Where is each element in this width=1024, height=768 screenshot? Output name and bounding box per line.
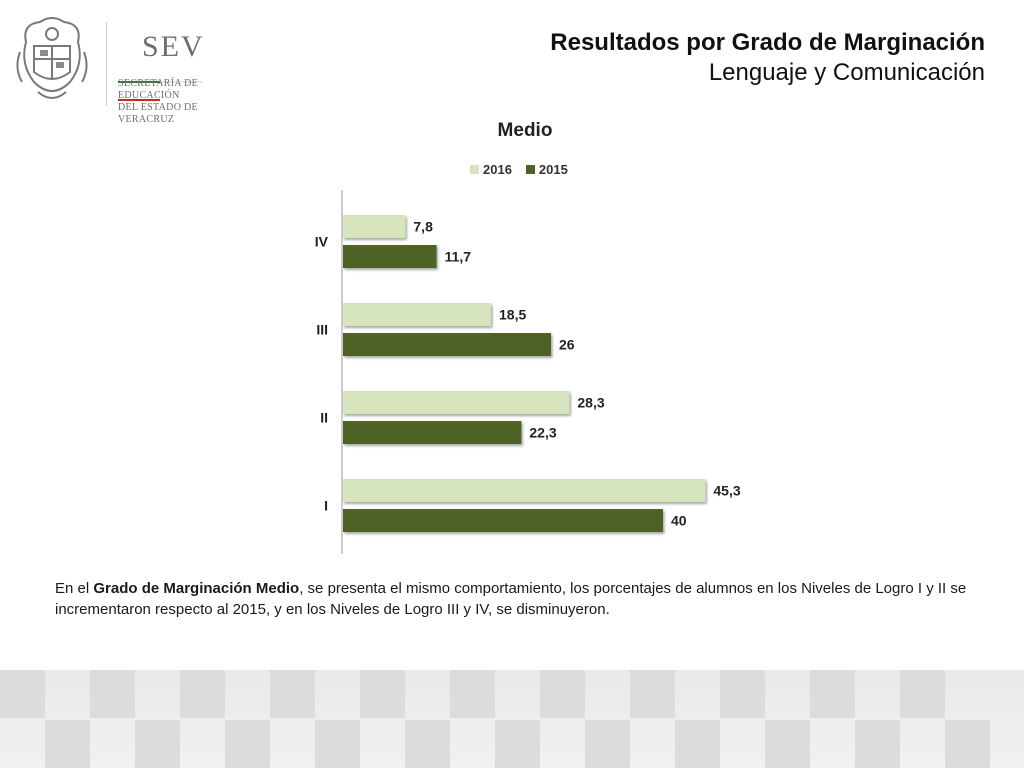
legend-swatch-2016 xyxy=(470,165,479,174)
footer-tile xyxy=(675,720,720,768)
caption-pre: En el xyxy=(55,580,94,597)
footer-tile xyxy=(405,720,450,768)
sev-line2: DEL ESTADO DE VERACRUZ xyxy=(118,102,198,125)
stripe-white xyxy=(161,81,203,83)
footer-tile xyxy=(270,670,315,718)
data-label-2015-III: 26 xyxy=(559,337,575,353)
footer-tile xyxy=(0,670,45,718)
footer-tile xyxy=(450,670,495,718)
footer-tile xyxy=(225,720,270,768)
caption-bold: Grado de Marginación Medio xyxy=(93,580,300,597)
flag-stripes xyxy=(118,70,246,101)
sev-logo: SEV SECRETARÍA DE EDUCACIÓN DEL ESTADO D… xyxy=(12,12,252,125)
sev-fullname: SECRETARÍA DE EDUCACIÓN DEL ESTADO DE VE… xyxy=(118,78,252,126)
footer-tile xyxy=(360,670,405,718)
data-label-2015-IV: 11,7 xyxy=(445,249,472,265)
bar-2016-III xyxy=(343,303,491,326)
legend-item-2015: 2015 xyxy=(525,162,568,177)
legend-item-2016: 2016 xyxy=(470,162,512,177)
footer-tile xyxy=(135,720,180,768)
legend-label-2015: 2015 xyxy=(538,162,568,177)
footer-band xyxy=(0,670,1024,768)
footer-tile xyxy=(90,670,135,718)
legend-swatch-2015 xyxy=(525,165,535,174)
page-subtitle: Lenguaje y Comunicación xyxy=(708,59,985,86)
data-label-2015-I: 40 xyxy=(671,513,687,529)
sev-acronym: SEV xyxy=(142,30,205,63)
category-label-I: I xyxy=(324,498,328,514)
footer-tile xyxy=(45,720,90,768)
footer-tile xyxy=(855,720,900,768)
footer-tile xyxy=(540,670,585,718)
description-text: En el Grado de Marginación Medio, se pre… xyxy=(55,578,975,620)
page-header: Resultados por Grado de Marginación Leng… xyxy=(550,28,985,88)
bar-2015-IV xyxy=(343,245,437,268)
bar-2016-I xyxy=(343,479,706,502)
bar-2015-III xyxy=(343,333,551,356)
sev-line1: SECRETARÍA DE EDUCACIÓN xyxy=(118,78,199,101)
data-label-2016-II: 28,3 xyxy=(577,395,604,411)
footer-tile xyxy=(810,670,855,718)
footer-tile xyxy=(765,720,810,768)
data-label-2016-I: 45,3 xyxy=(713,483,740,499)
footer-tile xyxy=(945,720,990,768)
chart-legend: 2016 2015 xyxy=(470,162,568,177)
bar-2016-II xyxy=(343,391,570,414)
logo-divider xyxy=(106,22,107,106)
data-label-2016-III: 18,5 xyxy=(499,307,526,323)
footer-tile xyxy=(900,670,945,718)
footer-tile xyxy=(585,720,630,768)
footer-tile xyxy=(315,720,360,768)
bar-2016-IV xyxy=(343,215,406,238)
legend-label-2016: 2016 xyxy=(483,162,512,177)
bar-2015-I xyxy=(343,509,663,532)
caption-post: , se presenta el mismo comportamiento, l… xyxy=(55,580,967,618)
category-label-III: III xyxy=(316,322,328,338)
footer-tile xyxy=(180,670,225,718)
bar-2015-II xyxy=(343,421,522,444)
category-label-II: II xyxy=(320,410,328,426)
stripe-red xyxy=(118,99,160,101)
chart-title: Medio xyxy=(497,120,553,141)
veracruz-coat-of-arms-icon xyxy=(16,17,88,99)
bar-chart: IV 7,8 11,7 III 18,5 26 II 28,3 22,3 I 45,3 40 xyxy=(315,190,741,554)
page-title: Resultados por Grado de Marginación xyxy=(550,29,985,56)
stripe-green xyxy=(118,81,160,83)
footer-tile xyxy=(630,670,675,718)
data-label-2016-IV: 7,8 xyxy=(413,219,433,235)
data-label-2015-II: 22,3 xyxy=(529,425,556,441)
footer-tile xyxy=(495,720,540,768)
category-label-IV: IV xyxy=(315,234,329,250)
footer-tile xyxy=(720,670,765,718)
